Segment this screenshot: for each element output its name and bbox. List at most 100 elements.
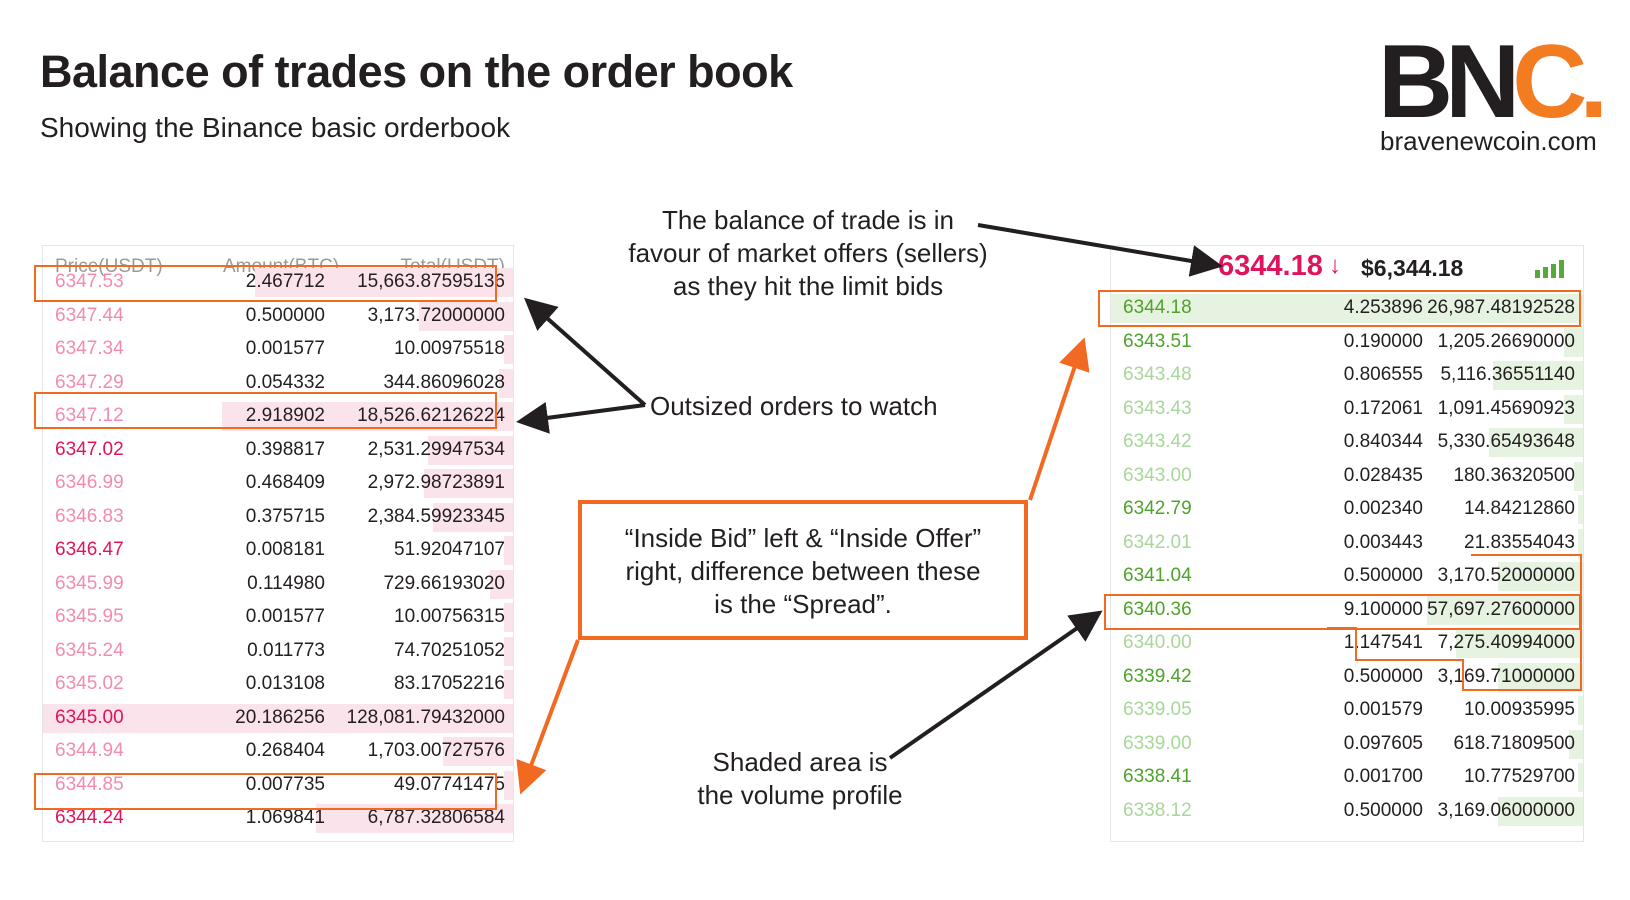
order-amount: 0.001577 [245, 338, 325, 359]
volume-bar [221, 402, 513, 431]
sell-order-row[interactable]: 6346.99 0.468409 2,972.98723891 [43, 467, 513, 500]
sell-order-row[interactable]: 6344.85 0.007735 49.07741475 [43, 769, 513, 802]
order-amount: 0.001577 [245, 606, 325, 627]
sell-order-row[interactable]: 6345.95 0.001577 10.00756315 [43, 601, 513, 634]
volume-bar [1498, 796, 1583, 826]
order-price: 6342.01 [1123, 531, 1192, 553]
buy-order-row[interactable]: 6343.51 0.190000 1,205.26690000 [1111, 326, 1583, 359]
order-amount: 0.011773 [247, 639, 325, 661]
logo-letters: BNC. [1378, 30, 1608, 134]
order-amount: 2.918902 [245, 405, 325, 426]
sell-order-row[interactable]: 6346.83 0.375715 2,384.59923345 [43, 501, 513, 534]
order-price: 6346.99 [55, 472, 124, 493]
order-price: 6343.43 [1123, 397, 1192, 419]
order-amount: 0.840344 [1343, 431, 1423, 452]
buy-order-row[interactable]: 6339.42 0.500000 3,169.71000000 [1111, 661, 1583, 694]
order-price: 6343.51 [1123, 330, 1192, 352]
order-price: 6343.00 [1123, 464, 1192, 486]
buy-order-row[interactable]: 6339.05 0.001579 10.00935995 [1111, 694, 1583, 727]
order-price: 6344.24 [55, 807, 124, 828]
order-total: 3,169.06000000 [1437, 799, 1575, 821]
sell-order-row[interactable]: 6345.00 20.186256 128,081.79432000 [43, 702, 513, 735]
logo-url: bravenewcoin.com [1380, 126, 1597, 156]
sell-order-row[interactable]: 6345.99 0.114980 729.66193020 [43, 568, 513, 601]
arrow-to-inside-offer [1028, 337, 1090, 501]
buy-order-row[interactable]: 6340.00 1.147541 7,275.40994000 [1111, 627, 1583, 660]
volume-bar [1111, 294, 1583, 323]
order-price: 6344.85 [55, 773, 124, 795]
order-total: 21.83554043 [1464, 531, 1575, 553]
order-total: 2,384.59923345 [367, 505, 505, 527]
order-price: 6338.12 [1123, 799, 1192, 821]
buy-order-row[interactable]: 6343.43 0.172061 1,091.45690923 [1111, 393, 1583, 426]
order-amount: 0.375715 [245, 505, 325, 527]
sell-order-row[interactable]: 6347.12 2.918902 18,526.62126224 [43, 400, 513, 433]
sell-order-row[interactable]: 6344.94 0.268404 1,703.00727576 [43, 735, 513, 768]
sell-order-row[interactable]: 6347.44 0.500000 3,173.72000000 [43, 300, 513, 333]
sell-order-row[interactable]: 6347.29 0.054332 344.86096028 [43, 367, 513, 400]
order-amount: 0.500000 [245, 304, 325, 326]
volume-bar [433, 502, 513, 532]
buy-order-row[interactable]: 6343.42 0.840344 5,330.65493648 [1111, 426, 1583, 459]
highlight-bid-6340-36 [1104, 594, 1581, 630]
highlight-ask-6347-12 [34, 392, 497, 429]
buy-order-row[interactable]: 6342.01 0.003443 21.83554043 [1111, 527, 1583, 560]
sell-order-row[interactable]: 6347.53 2.467712 15,663.87595136 [43, 266, 513, 299]
volume-bar [43, 703, 513, 733]
highlight-ask-6347-53 [34, 265, 497, 302]
order-price: 6347.29 [55, 371, 124, 393]
buy-order-row[interactable]: 6343.00 0.028435 180.36320500 [1111, 460, 1583, 493]
volume-bar [503, 536, 513, 565]
balance-note: The balance of trade is in favour of mar… [608, 204, 1008, 303]
order-total: 2,531.29947534 [367, 438, 505, 460]
sell-order-row[interactable]: 6347.34 0.001577 10.00975518 [43, 333, 513, 366]
order-amount: 0.007735 [245, 773, 325, 795]
order-price: 6347.02 [55, 438, 124, 460]
balance-note-line: as they hit the limit bids [672, 271, 944, 301]
volume-bar [1564, 327, 1583, 357]
buy-order-row[interactable]: 6338.41 0.001700 10.77529700 [1111, 761, 1583, 794]
volume-bar [1578, 528, 1583, 558]
buy-order-row[interactable]: 6343.48 0.806555 5,116.36551140 [1111, 359, 1583, 392]
order-total: 74.70251052 [394, 639, 505, 661]
order-total: 83.17052216 [394, 673, 505, 694]
buy-order-row[interactable]: 6342.79 0.002340 14.84212860 [1111, 493, 1583, 526]
highlight-inside-offer [1098, 290, 1581, 327]
buy-order-row[interactable]: 6344.18 4.253896 26,987.48192528 [1111, 292, 1583, 325]
order-amount: 0.468409 [245, 472, 325, 493]
signal-bars-icon[interactable] [1535, 260, 1565, 278]
sell-order-row[interactable]: 6347.02 0.398817 2,531.29947534 [43, 434, 513, 467]
sell-order-row[interactable]: 6345.24 0.011773 74.70251052 [43, 635, 513, 668]
order-amount: 0.500000 [1343, 799, 1423, 821]
order-total: 6,787.32806584 [367, 807, 505, 828]
order-price: 6338.41 [1123, 766, 1192, 787]
order-amount: 0.054332 [245, 371, 325, 393]
order-amount: 0.500000 [1343, 665, 1423, 687]
buy-order-row[interactable]: 6338.12 0.500000 3,169.06000000 [1111, 795, 1583, 828]
order-total: 1,205.26690000 [1437, 330, 1575, 352]
logo-bn: BN [1378, 24, 1520, 140]
order-price: 6344.18 [1123, 297, 1192, 318]
sell-order-row[interactable]: 6346.47 0.008181 51.92047107 [43, 534, 513, 567]
buy-order-row[interactable]: 6339.00 0.097605 618.71809500 [1111, 728, 1583, 761]
order-total: 128,081.79432000 [346, 706, 506, 728]
ticker: 6344.18 ↓ $6,344.18 [1111, 246, 1583, 288]
order-price: 6347.34 [55, 338, 124, 359]
buy-order-book: 6344.18 ↓ $6,344.18 6344.18 4.253896 26,98… [1110, 245, 1584, 842]
volume-bar [442, 737, 513, 766]
volume-bar [419, 301, 513, 331]
order-price: 6345.02 [55, 673, 124, 694]
down-arrow-icon: ↓ [1329, 252, 1341, 279]
order-amount: 1.069841 [245, 807, 325, 828]
shaded-note-line: Shaded area is [712, 747, 888, 777]
order-price: 6347.12 [55, 405, 124, 426]
order-total: 49.07741475 [394, 773, 505, 795]
order-total: 1,091.45690923 [1437, 397, 1575, 419]
order-amount: 0.001700 [1343, 766, 1423, 787]
buy-order-row[interactable]: 6341.04 0.500000 3,170.52000000 [1111, 560, 1583, 593]
bnc-logo: BNC. bravenewcoin.com [1378, 30, 1608, 160]
sell-order-row[interactable]: 6345.02 0.013108 83.17052216 [43, 668, 513, 701]
order-price: 6342.79 [1123, 498, 1192, 519]
order-price: 6347.53 [55, 271, 124, 292]
order-price: 6347.44 [55, 304, 124, 326]
